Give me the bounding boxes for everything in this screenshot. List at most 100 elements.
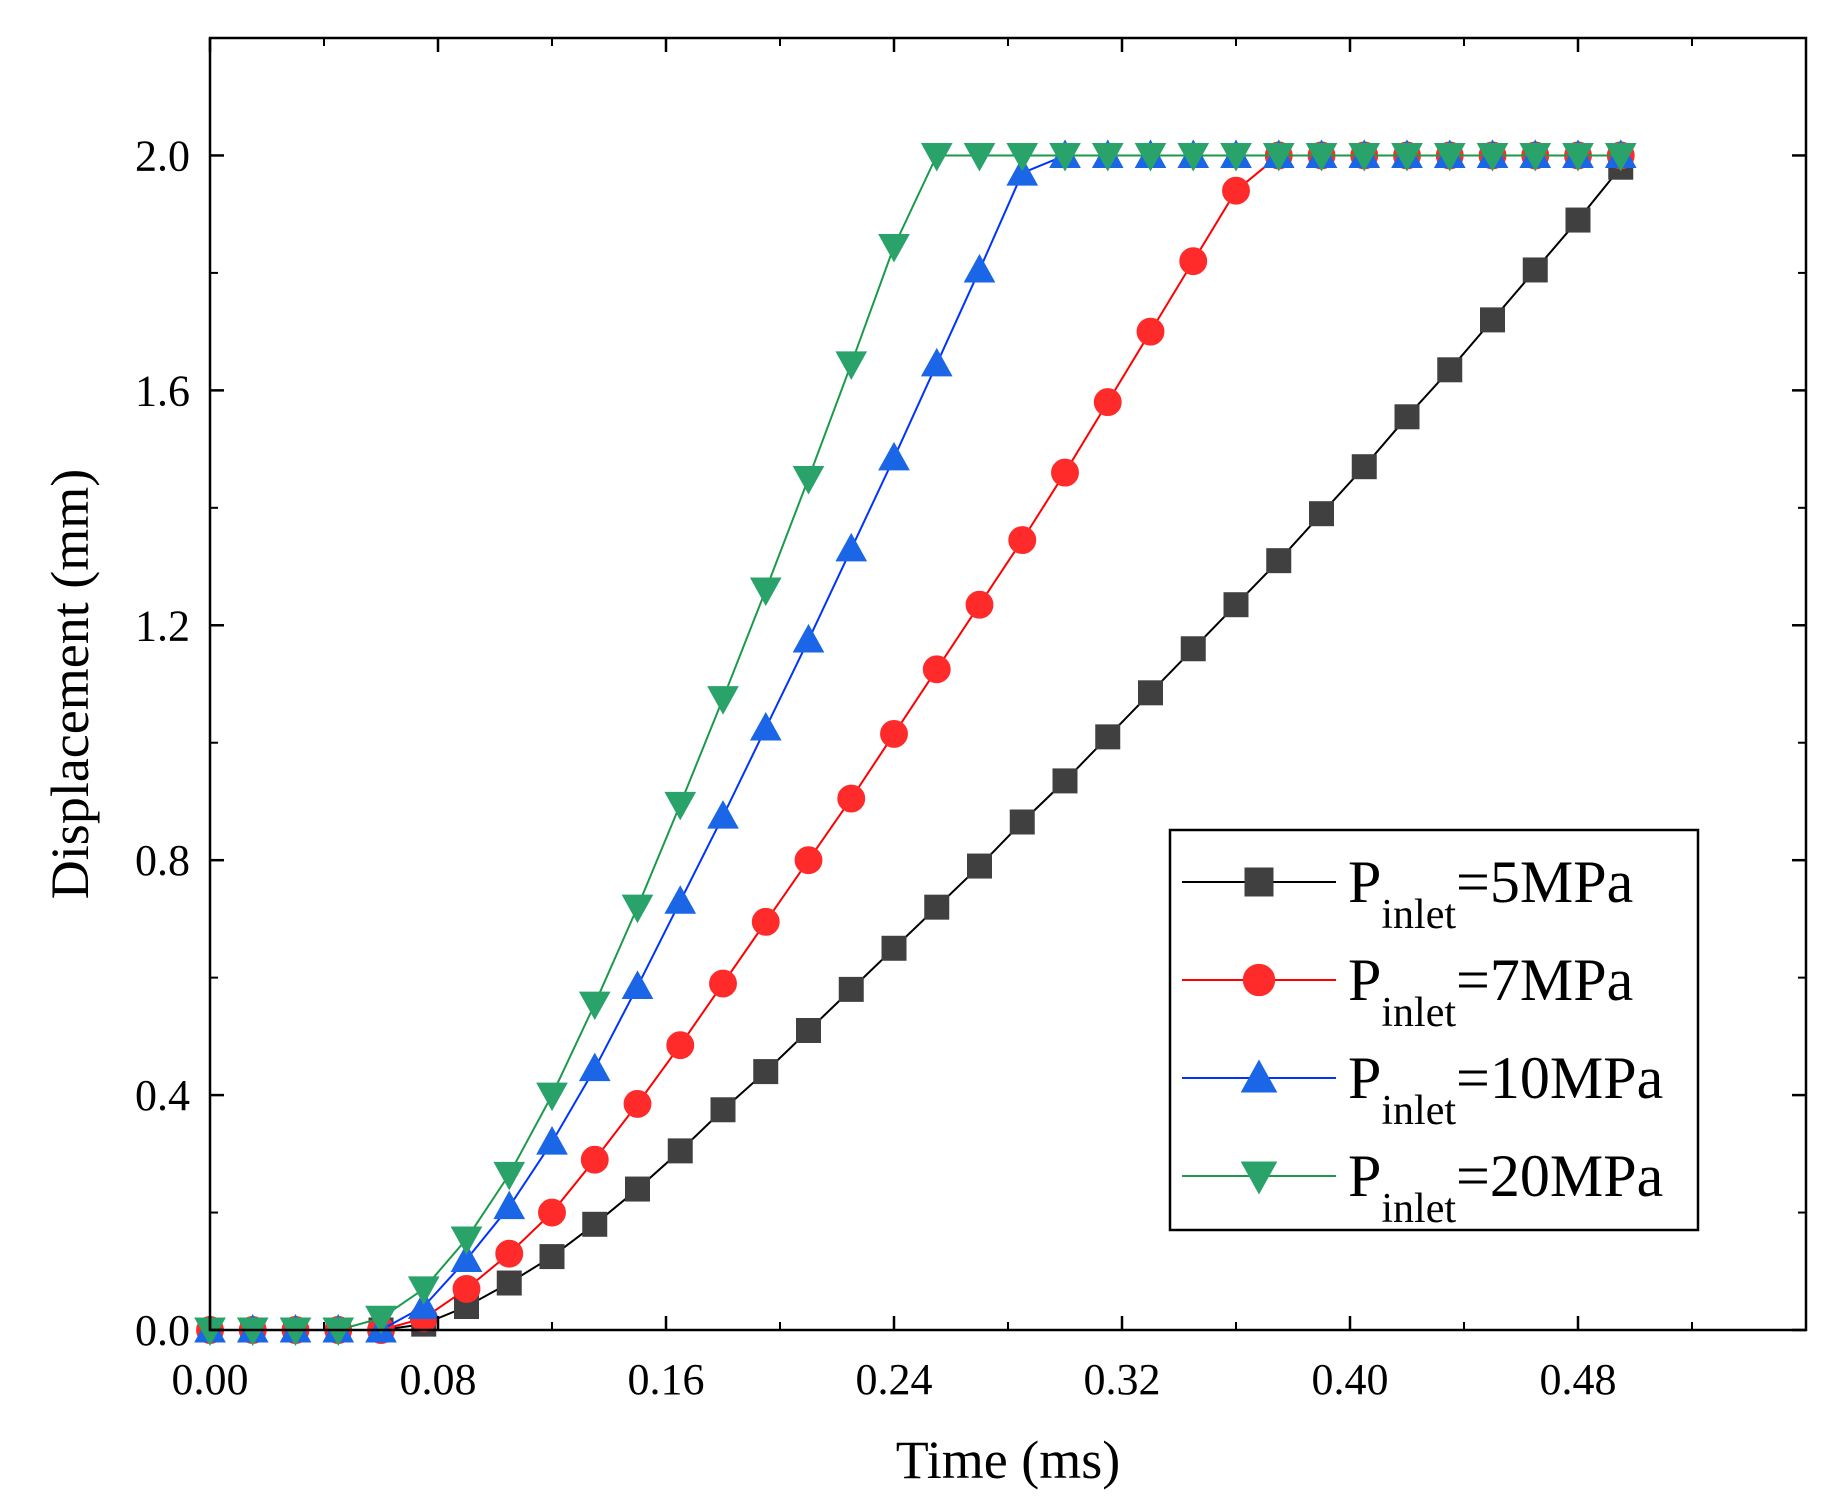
data-point	[1222, 176, 1250, 205]
data-point	[1180, 636, 1206, 662]
series-3	[194, 142, 1637, 1347]
data-point	[621, 970, 654, 999]
data-point	[837, 784, 866, 813]
data-point	[1565, 207, 1591, 233]
data-point	[751, 907, 780, 936]
y-tick-label: 2.0	[135, 131, 190, 180]
legend-label-rest: =7MPa	[1456, 947, 1633, 1013]
data-point	[1476, 142, 1509, 172]
data-point	[878, 233, 910, 263]
legend-label-sub: inlet	[1381, 892, 1456, 938]
x-tick-label: 0.00	[172, 1355, 249, 1404]
data-point	[1266, 548, 1292, 574]
legend-label-main: P	[1348, 1045, 1381, 1111]
legend-label-sub: inlet	[1381, 1186, 1456, 1232]
legend-item: Pinlet=10MPa	[1182, 1045, 1663, 1134]
data-point	[881, 935, 907, 961]
data-point	[1008, 526, 1037, 555]
data-point	[1262, 142, 1295, 172]
data-point	[578, 1052, 611, 1082]
data-point	[1179, 247, 1208, 276]
legend-marker	[1244, 867, 1274, 897]
data-point	[365, 1305, 397, 1335]
data-point	[707, 686, 739, 715]
data-point	[1134, 142, 1167, 172]
data-point	[1394, 404, 1420, 430]
legend-label-main: P	[1348, 1143, 1381, 1209]
data-point	[450, 1226, 483, 1256]
data-point	[796, 1017, 821, 1043]
data-point	[920, 142, 953, 172]
data-point	[322, 1317, 355, 1347]
data-point	[1177, 142, 1210, 172]
data-point	[1223, 592, 1249, 618]
data-point	[1136, 317, 1165, 346]
data-point	[664, 791, 697, 821]
data-point	[710, 1097, 736, 1123]
data-point	[967, 853, 992, 879]
legend-label-sub: inlet	[1381, 1088, 1456, 1134]
data-point	[496, 1270, 522, 1296]
data-point	[493, 1161, 526, 1191]
data-point	[623, 1089, 652, 1118]
x-axis-title: Time (ms)	[896, 1430, 1121, 1490]
legend-marker	[1240, 1059, 1278, 1093]
data-point	[493, 1190, 526, 1220]
data-point	[1093, 388, 1122, 417]
data-point	[707, 800, 739, 829]
legend-item: Pinlet=20MPa	[1182, 1143, 1663, 1232]
series-line	[210, 166, 1622, 1331]
data-point	[749, 577, 782, 607]
data-point	[794, 846, 823, 875]
data-point	[1220, 142, 1252, 172]
data-point	[1052, 768, 1078, 794]
data-point	[1009, 809, 1035, 835]
legend: Pinlet=5MPaPinlet=7MPaPinlet=10MPaPinlet…	[1168, 828, 1700, 1232]
legend-marker	[1240, 1161, 1278, 1195]
data-point	[1006, 142, 1039, 172]
data-point	[1522, 257, 1548, 283]
data-point	[667, 1138, 693, 1164]
data-point	[838, 976, 864, 1002]
data-point	[539, 1244, 565, 1270]
data-point	[666, 1031, 695, 1060]
data-point	[1519, 142, 1552, 172]
legend-label: Pinlet=7MPa	[1348, 947, 1633, 1036]
legend-label: Pinlet=10MPa	[1348, 1045, 1663, 1134]
data-point	[536, 1126, 568, 1155]
data-point	[407, 1276, 440, 1305]
x-tick-label: 0.48	[1540, 1355, 1617, 1404]
data-point	[1006, 157, 1039, 186]
y-tick-label: 0.4	[135, 1071, 190, 1120]
legend-label-main: P	[1348, 947, 1381, 1013]
data-point	[835, 351, 868, 380]
data-point	[920, 347, 953, 377]
data-point	[924, 894, 950, 920]
y-tick-label: 0.0	[135, 1306, 190, 1355]
legend-label-main: P	[1348, 849, 1381, 915]
data-point	[1391, 142, 1423, 172]
data-point	[922, 655, 951, 684]
data-point	[582, 1211, 608, 1237]
data-point	[580, 1145, 609, 1174]
data-point	[878, 441, 910, 471]
data-point	[1051, 458, 1079, 487]
data-point	[1095, 724, 1121, 750]
legend-label-rest: =10MPa	[1456, 1045, 1663, 1111]
data-point	[538, 1198, 566, 1227]
data-point	[1138, 680, 1163, 706]
data-point	[1433, 142, 1466, 172]
y-axis-title: Displacement (mm)	[40, 469, 100, 899]
data-point	[1348, 142, 1381, 172]
data-point	[536, 1082, 568, 1112]
data-point	[578, 991, 611, 1021]
data-point	[835, 532, 868, 562]
ticks-layer: 0.00 0.08 0.16 0.24 0.32 0.40 0.48 0.0 0.4 0.8 1.2…	[135, 37, 1806, 1404]
data-point	[963, 142, 996, 172]
x-tick-label: 0.16	[628, 1355, 705, 1404]
data-point	[495, 1239, 524, 1268]
legend-label: Pinlet=20MPa	[1348, 1143, 1663, 1232]
data-point	[1437, 357, 1463, 383]
legend-item: Pinlet=5MPa	[1182, 849, 1633, 938]
legend-label: Pinlet=5MPa	[1348, 849, 1633, 938]
